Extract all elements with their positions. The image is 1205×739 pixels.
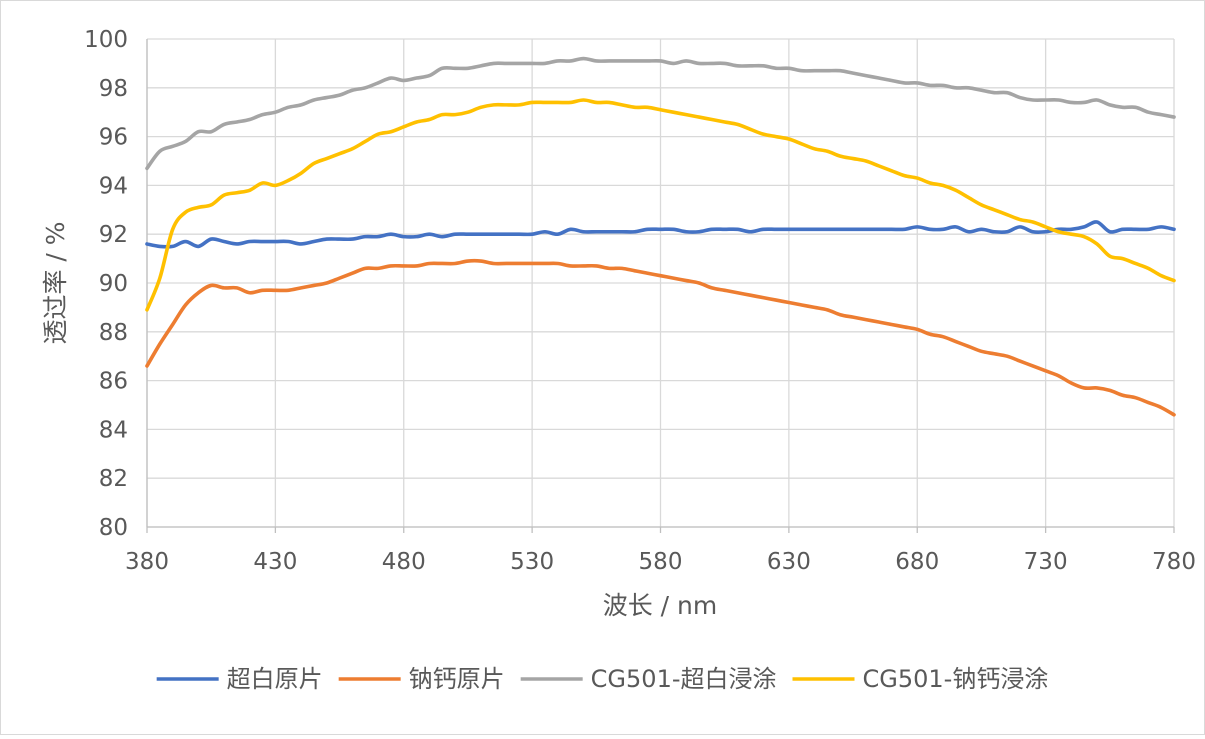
tick-labels: 80 82 84 86 88 90 92 94 96 98 100 380 430 480 530 580 63… — [84, 27, 1196, 575]
series-line-4 — [145, 98, 1176, 312]
x-tick-label-730: 730 — [1024, 549, 1068, 575]
y-tick-label-80: 80 — [99, 515, 128, 541]
axes — [146, 39, 1175, 533]
x-tick-label-580: 580 — [639, 549, 683, 575]
x-tick-label-430: 430 — [253, 549, 297, 575]
legend: 超白原片 钠钙原片 CG501-超白浸涂 CG501-钠钙浸涂 — [156, 665, 1049, 693]
series-line-3 — [145, 56, 1176, 171]
series-lines — [145, 56, 1176, 417]
x-tick-label-530: 530 — [510, 549, 554, 575]
legend-label-2: 钠钙原片 — [409, 665, 505, 693]
y-tick-label-82: 82 — [99, 466, 128, 492]
y-tick-label-94: 94 — [99, 173, 128, 199]
y-tick-label-98: 98 — [99, 76, 128, 102]
legend-label-1: 超白原片 — [227, 665, 323, 693]
y-tick-label-100: 100 — [84, 27, 128, 53]
y-tick-label-92: 92 — [99, 222, 128, 248]
legend-label-3: CG501-超白浸涂 — [591, 665, 777, 693]
y-tick-label-90: 90 — [99, 271, 128, 297]
series-line-1 — [145, 220, 1176, 249]
series-line-2 — [145, 258, 1176, 417]
x-tick-label-630: 630 — [767, 549, 811, 575]
x-tick-label-380: 380 — [125, 549, 169, 575]
x-axis-title: 波长 / nm — [603, 591, 718, 620]
y-tick-label-86: 86 — [99, 369, 128, 395]
gridlines — [146, 38, 1175, 528]
y-tick-label-96: 96 — [99, 125, 128, 151]
x-tick-label-680: 680 — [895, 549, 939, 575]
x-tick-label-780: 780 — [1152, 549, 1196, 575]
legend-label-4: CG501-钠钙浸涂 — [863, 665, 1049, 693]
y-axis-title: 透过率 / % — [41, 221, 70, 344]
y-tick-label-84: 84 — [99, 417, 128, 443]
x-tick-label-480: 480 — [382, 549, 426, 575]
y-tick-label-88: 88 — [99, 320, 128, 346]
